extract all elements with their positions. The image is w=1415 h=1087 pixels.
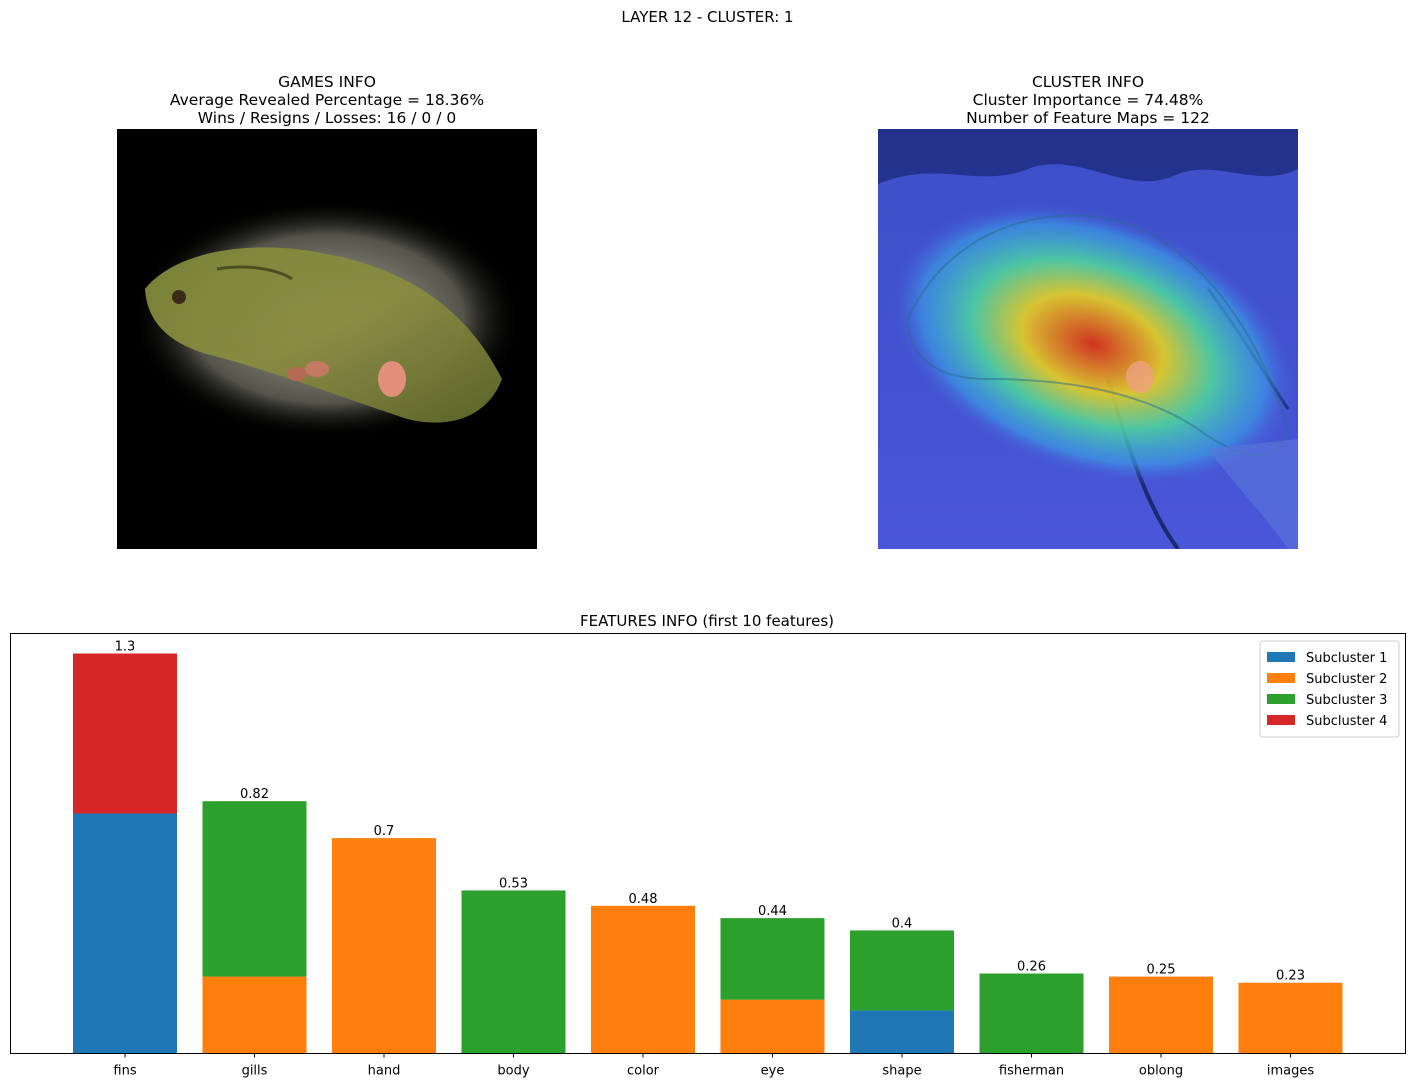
- figure-suptitle: LAYER 12 - CLUSTER: 1: [621, 8, 794, 26]
- x-tick-label-oblong: oblong: [1139, 1064, 1183, 1079]
- number-of-feature-maps: Number of Feature Maps = 122: [966, 109, 1210, 127]
- value-label-fisherman: 0.26: [1017, 960, 1046, 975]
- legend-swatch-subcluster-2: [1267, 673, 1295, 683]
- x-tick-label-hand: hand: [368, 1064, 401, 1079]
- x-tick-label-fisherman: fisherman: [999, 1064, 1064, 1079]
- bars-layer: [73, 653, 1343, 1054]
- wins-resigns-losses: Wins / Resigns / Losses: 16 / 0 / 0: [197, 109, 457, 127]
- legend-label-subcluster-2: Subcluster 2: [1306, 672, 1387, 687]
- value-label-body: 0.53: [499, 876, 528, 891]
- bar-eye-subcluster-3: [720, 918, 825, 1000]
- bar-oblong-subcluster-2: [1109, 976, 1213, 1054]
- legend-swatch-subcluster-3: [1267, 694, 1295, 704]
- bar-eye-subcluster-2: [720, 999, 825, 1054]
- x-ticks-layer: fins gills hand body color eye shape fisherman o…: [113, 1053, 1314, 1079]
- revealed-image: [117, 129, 537, 549]
- legend-swatch-subcluster-4: [1267, 715, 1295, 725]
- value-label-shape: 0.4: [892, 916, 913, 931]
- value-label-images: 0.23: [1276, 969, 1305, 984]
- average-revealed-percentage: Average Revealed Percentage = 18.36%: [169, 91, 485, 109]
- heatmap-image: [878, 129, 1298, 549]
- value-label-hand: 0.7: [374, 824, 395, 839]
- value-labels-layer: 1.3 0.82 0.7 0.53 0.48 0.44 0.4 0.26 0.25 0.23: [115, 640, 1305, 984]
- value-label-color: 0.48: [629, 892, 658, 907]
- value-label-eye: 0.44: [758, 904, 787, 919]
- bar-shape-subcluster-3: [850, 930, 954, 1011]
- games-info-title-block: GAMES INFO Average Revealed Percentage =…: [117, 73, 537, 127]
- plot-frame: [10, 633, 1406, 1054]
- x-tick-label-gills: gills: [242, 1064, 268, 1079]
- x-tick-label-color: color: [627, 1064, 660, 1079]
- games-info-title: GAMES INFO: [278, 73, 376, 91]
- bar-fins-subcluster-4: [73, 653, 177, 814]
- chart-title: FEATURES INFO (first 10 features): [580, 612, 834, 630]
- x-tick-label-images: images: [1267, 1064, 1314, 1079]
- legend-label-subcluster-4: Subcluster 4: [1306, 714, 1387, 729]
- bar-gills-subcluster-3: [202, 801, 307, 977]
- x-tick-label-fins: fins: [113, 1064, 136, 1079]
- value-label-gills: 0.82: [240, 787, 269, 802]
- legend-label-subcluster-1: Subcluster 1: [1306, 651, 1387, 666]
- x-tick-label-shape: shape: [882, 1064, 921, 1079]
- value-label-fins: 1.3: [115, 640, 136, 655]
- value-label-oblong: 0.25: [1147, 963, 1176, 978]
- bar-hand-subcluster-2: [332, 838, 436, 1054]
- bar-fins-subcluster-1: [73, 813, 177, 1054]
- bar-body-subcluster-3: [461, 890, 566, 1054]
- bar-gills-subcluster-2: [202, 976, 307, 1054]
- legend: Subcluster 1 Subcluster 2 Subcluster 3 Subc…: [1259, 640, 1400, 738]
- legend-swatch-subcluster-1: [1267, 652, 1295, 662]
- bar-color-subcluster-2: [591, 905, 695, 1054]
- bar-shape-subcluster-1: [850, 1010, 954, 1054]
- cluster-info-title-block: CLUSTER INFO Cluster Importance = 74.48%…: [878, 73, 1298, 127]
- cluster-importance: Cluster Importance = 74.48%: [972, 91, 1204, 109]
- x-tick-label-eye: eye: [761, 1064, 785, 1079]
- bar-images-subcluster-2: [1238, 982, 1343, 1054]
- cluster-info-title: CLUSTER INFO: [1031, 73, 1145, 91]
- x-tick-label-body: body: [497, 1064, 529, 1079]
- legend-label-subcluster-3: Subcluster 3: [1306, 693, 1387, 708]
- bar-fisherman-subcluster-3: [979, 973, 1084, 1054]
- legend-frame: [1259, 640, 1400, 738]
